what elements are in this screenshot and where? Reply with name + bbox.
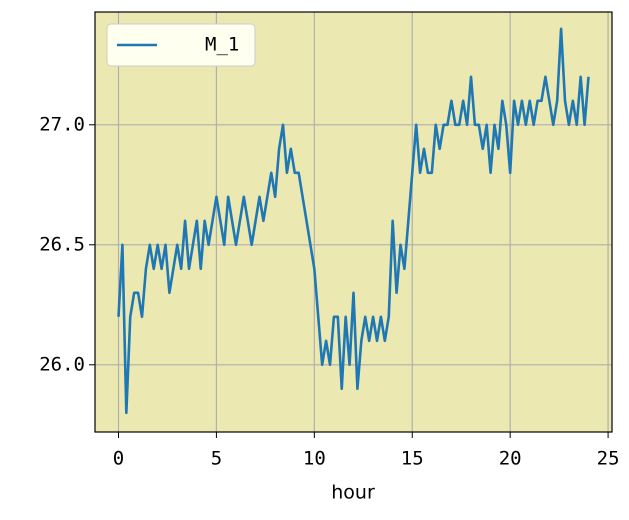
- y-tick-label: 26.5: [39, 233, 85, 255]
- legend-label: M_1: [205, 34, 239, 56]
- x-tick-label: 15: [401, 448, 424, 470]
- data-line: [117, 27, 590, 415]
- x-tick-label: 10: [303, 448, 326, 470]
- y-tick-label: 26.0: [39, 353, 85, 375]
- plot-frame: [94, 11, 613, 433]
- legend: M_1: [106, 23, 256, 67]
- x-tick-label: 25: [597, 448, 620, 470]
- legend-box: [106, 23, 256, 67]
- x-tick-label: 0: [113, 448, 124, 470]
- plot-area: [95, 12, 612, 432]
- x-tick-label: 5: [211, 448, 222, 470]
- x-axis-label: hour: [331, 482, 375, 504]
- y-tick-label: 27.0: [39, 113, 85, 135]
- x-tick-label: 20: [499, 448, 522, 470]
